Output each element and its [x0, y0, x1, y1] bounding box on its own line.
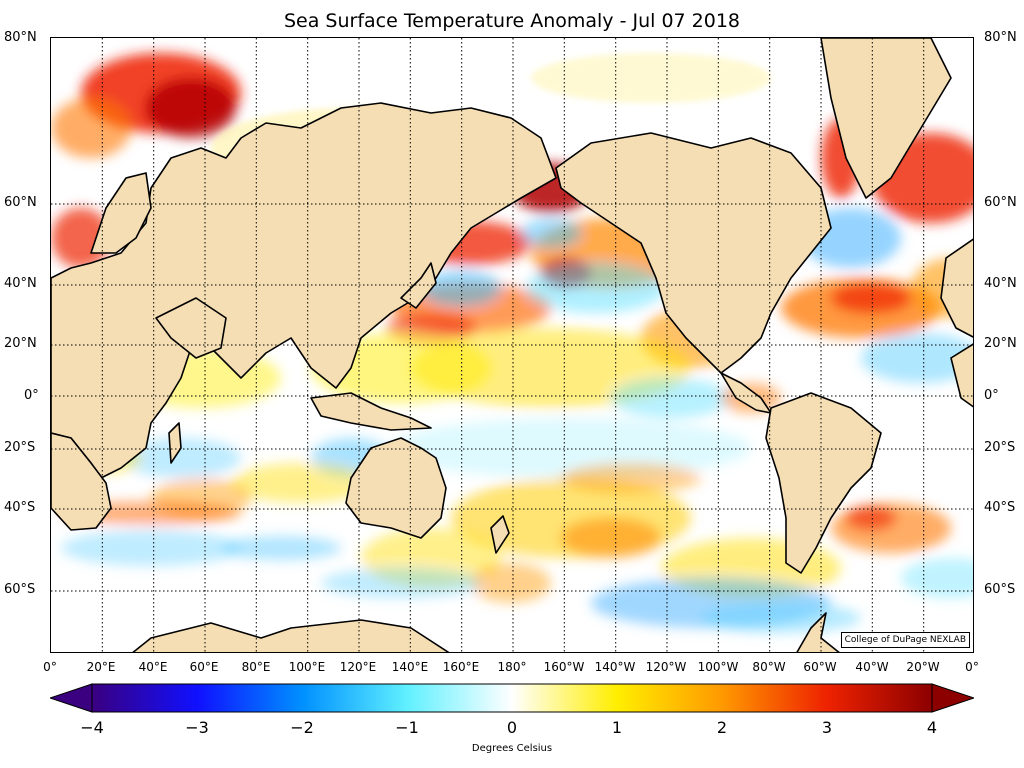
lat-label-left: 40°S [4, 500, 36, 515]
lat-label-right: 60°S [984, 582, 1016, 597]
credit-label: College of DuPage NEXLAB [840, 632, 970, 648]
colorbar [50, 683, 974, 713]
colorbar-tick-label: −2 [290, 718, 314, 737]
lat-label-right: 0° [984, 388, 999, 403]
colorbar-extend-high [931, 683, 974, 713]
colorbar-tick-label: 0 [506, 718, 518, 737]
lon-label: 100°E [288, 660, 326, 674]
graticule [51, 38, 973, 652]
lat-label-right: 60°N [984, 195, 1017, 210]
colorbar-label: Degrees Celsius [471, 743, 553, 754]
land-greenland [820, 38, 952, 199]
sst-anomaly-map: College of DuPage NEXLAB [50, 37, 974, 653]
colorbar-tick-label: −1 [395, 718, 419, 737]
colorbar-tick-label: 3 [821, 718, 833, 737]
colorbar-tick-label: −4 [80, 718, 104, 737]
lat-label-left: 20°S [4, 440, 36, 455]
lat-label-left: 60°N [4, 195, 37, 210]
map-title: Sea Surface Temperature Anomaly - Jul 07… [283, 10, 741, 32]
lon-label: 0° [43, 660, 57, 674]
land-madagascar [168, 422, 182, 464]
lat-label-right: 20°S [984, 440, 1016, 455]
lon-label: 20°E [86, 660, 116, 674]
lon-label: 120°W [645, 660, 687, 674]
lon-label: 80°E [241, 660, 271, 674]
lon-label: 60°W [803, 660, 837, 674]
colorbar-gradient [91, 683, 933, 713]
land-new-zealand [490, 515, 510, 554]
lon-label: 160°E [442, 660, 480, 674]
lon-label: 120°E [339, 660, 377, 674]
lon-label: 0° [965, 660, 979, 674]
lat-label-right: 80°N [984, 30, 1017, 45]
colorbar-tick-label: 1 [611, 718, 623, 737]
lat-label-right: 40°S [984, 500, 1016, 515]
lon-label: 140°E [391, 660, 429, 674]
lon-label: 180° [497, 660, 527, 674]
lon-label: 80°W [752, 660, 786, 674]
land-masses [51, 38, 973, 652]
land-north-america [555, 132, 832, 374]
land-antarctica [132, 619, 450, 652]
colorbar-tick-label: 4 [926, 718, 938, 737]
lon-label: 60°E [189, 660, 219, 674]
land-africa-south [51, 432, 112, 531]
lat-label-left: 0° [24, 388, 39, 403]
land-scandinavia [90, 172, 152, 254]
lat-label-left: 20°N [4, 336, 37, 351]
lat-label-right: 40°N [984, 276, 1017, 291]
lat-label-right: 20°N [984, 336, 1017, 351]
land-south-america [765, 392, 882, 574]
colorbar-tick-label: 2 [716, 718, 728, 737]
map-canvas [51, 38, 973, 652]
land-arabia [155, 297, 227, 359]
lat-label-left: 40°N [4, 276, 37, 291]
land-africa-west [950, 343, 973, 408]
lon-label: 20°W [906, 660, 940, 674]
land-europe-west [940, 238, 973, 338]
lon-label: 140°W [594, 660, 636, 674]
lon-label: 40°W [855, 660, 889, 674]
land-eurasia-africa [51, 102, 557, 479]
colorbar-tick-label: −3 [185, 718, 209, 737]
land-australia [345, 437, 447, 539]
lon-label: 160°W [543, 660, 585, 674]
land-indonesia [310, 392, 432, 431]
land-antarctic-peninsula [796, 612, 840, 652]
colorbar-extend-low [50, 683, 93, 713]
lat-label-left: 60°S [4, 582, 36, 597]
lon-label: 100°W [697, 660, 739, 674]
lon-label: 40°E [138, 660, 168, 674]
lat-label-left: 80°N [4, 30, 37, 45]
land-japan [400, 262, 437, 309]
